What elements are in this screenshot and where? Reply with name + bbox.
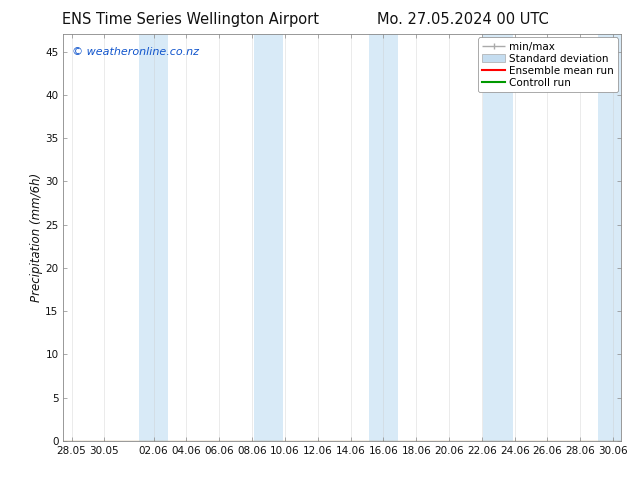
Bar [598,34,628,441]
Bar [254,34,283,441]
Bar [368,34,398,441]
Text: Mo. 27.05.2024 00 UTC: Mo. 27.05.2024 00 UTC [377,12,548,27]
Legend: min/max, Standard deviation, Ensemble mean run, Controll run: min/max, Standard deviation, Ensemble me… [478,37,618,92]
Bar [139,34,169,441]
Text: ENS Time Series Wellington Airport: ENS Time Series Wellington Airport [61,12,319,27]
Bar [484,34,513,441]
Y-axis label: Precipitation (mm/6h): Precipitation (mm/6h) [30,173,42,302]
Text: © weatheronline.co.nz: © weatheronline.co.nz [72,47,199,56]
